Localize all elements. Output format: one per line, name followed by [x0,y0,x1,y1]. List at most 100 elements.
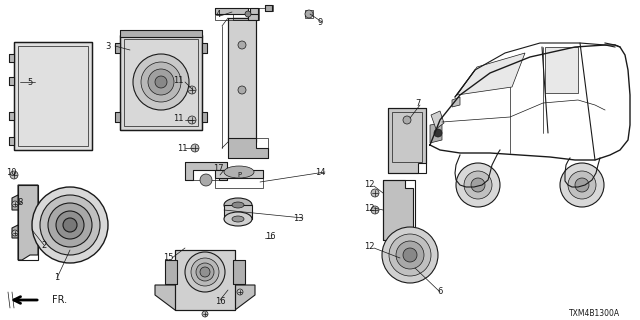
Circle shape [434,129,442,137]
Circle shape [40,195,100,255]
Text: 16: 16 [214,298,225,307]
Polygon shape [457,53,525,95]
Polygon shape [9,77,14,85]
Bar [18,46,88,146]
Bar [115,112,120,122]
Bar [265,5,273,11]
Text: 12: 12 [364,180,374,188]
Circle shape [560,163,604,207]
Circle shape [148,69,174,95]
Polygon shape [120,30,202,37]
Ellipse shape [224,212,252,226]
Circle shape [196,263,214,281]
Bar [224,205,252,219]
Polygon shape [175,250,235,310]
Circle shape [32,187,108,263]
Circle shape [12,230,18,236]
Bar [165,260,177,284]
Text: 14: 14 [315,167,325,177]
Bar [124,39,198,126]
Circle shape [389,234,431,276]
Polygon shape [228,138,268,158]
Text: 12: 12 [364,242,374,251]
Text: 12: 12 [364,204,374,212]
Bar [115,43,120,53]
Polygon shape [215,8,258,20]
Polygon shape [120,35,202,130]
Circle shape [237,289,243,295]
Text: 15: 15 [163,253,173,262]
Bar [120,35,202,130]
Polygon shape [228,18,256,142]
Circle shape [371,189,379,197]
Polygon shape [9,112,14,120]
Polygon shape [215,170,263,178]
Circle shape [133,54,189,110]
Text: 10: 10 [6,167,16,177]
Circle shape [200,174,212,186]
Polygon shape [431,111,444,129]
Circle shape [568,171,596,199]
Polygon shape [545,47,578,93]
Polygon shape [452,97,460,107]
Polygon shape [202,43,207,53]
Bar [228,18,256,142]
Circle shape [238,86,246,94]
Circle shape [200,267,210,277]
Circle shape [56,211,84,239]
Ellipse shape [224,198,252,212]
Polygon shape [265,5,272,11]
Circle shape [471,178,485,192]
Circle shape [238,41,246,49]
Polygon shape [155,285,255,310]
Bar [228,138,268,158]
Bar [392,112,422,162]
Bar [233,260,245,284]
Text: 17: 17 [212,164,223,172]
Polygon shape [9,137,14,145]
Circle shape [456,163,500,207]
Circle shape [191,144,199,152]
Bar [215,8,259,20]
Polygon shape [12,225,18,238]
Circle shape [575,178,589,192]
Text: 5: 5 [28,77,33,86]
Circle shape [396,241,424,269]
Circle shape [464,171,492,199]
Text: P: P [237,172,241,178]
Ellipse shape [224,166,254,178]
Text: 11: 11 [173,76,183,84]
Circle shape [305,10,313,18]
Polygon shape [9,54,14,62]
Circle shape [188,86,196,94]
Bar [120,30,202,37]
Polygon shape [115,43,120,53]
Bar [383,180,415,240]
Circle shape [371,206,379,214]
Text: 9: 9 [317,18,323,27]
Polygon shape [383,180,413,240]
Text: 16: 16 [265,231,275,241]
Bar [9,77,14,85]
Circle shape [141,62,181,102]
Text: FR.: FR. [52,295,67,305]
Circle shape [202,311,208,317]
Bar [9,137,14,145]
Ellipse shape [232,216,244,222]
Circle shape [403,248,417,262]
Bar [202,112,207,122]
Text: 7: 7 [415,99,420,108]
Polygon shape [165,260,177,284]
Circle shape [403,116,411,124]
Circle shape [12,201,18,207]
Bar [233,8,258,20]
Polygon shape [115,112,120,122]
Circle shape [185,252,225,292]
Bar [18,185,38,260]
Polygon shape [233,8,258,18]
Circle shape [155,76,167,88]
Text: 2: 2 [42,241,47,250]
Circle shape [10,171,18,179]
Bar [388,108,426,173]
Bar [9,112,14,120]
